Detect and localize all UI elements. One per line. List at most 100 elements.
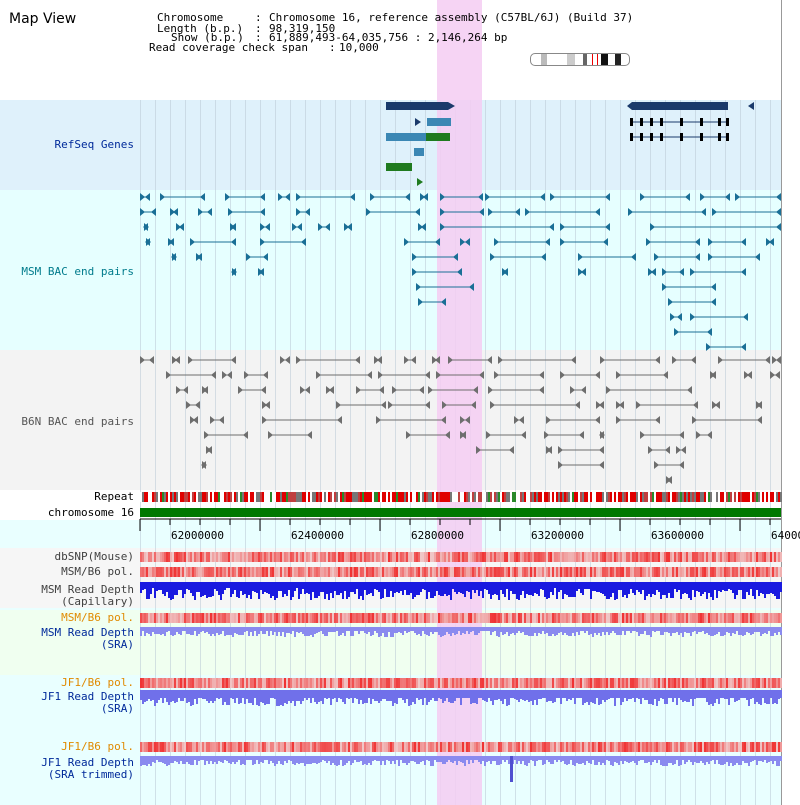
repeat-segment [720,492,722,502]
gene-model[interactable] [426,133,450,141]
repeat-segment [534,492,536,502]
read-depth-bar [672,627,674,633]
read-depth-bar [410,582,412,593]
gene-model[interactable] [632,102,728,110]
polymorphism-cell [522,742,524,752]
gene-model[interactable] [386,102,448,110]
polymorphism-cell [722,552,724,562]
read-depth-bar [244,582,246,594]
gene-model[interactable] [386,133,426,141]
polymorphism-cell [630,742,632,752]
polymorphism-cell [342,552,344,562]
track-label-refseq[interactable]: RefSeq Genes [54,138,134,151]
repeat-segment [264,492,266,502]
polymorphism-cell [278,742,280,752]
polymorphism-cell [332,613,334,623]
read-depth-bar [592,756,594,760]
polymorphism-cell [400,742,402,752]
read-depth-bar [186,690,188,703]
track-label-jf1-b6-pol-2[interactable]: JF1/B6 pol. [61,740,134,753]
read-depth-bar [434,756,436,760]
read-depth-bar [684,627,686,632]
polymorphism-cell [382,678,384,688]
repeat-segment [370,492,372,502]
read-depth-bar [150,627,152,636]
read-depth-bar [218,690,220,699]
chromosome-ideogram[interactable] [530,53,630,66]
read-depth-bar [414,690,416,704]
track-label-repeat[interactable]: Repeat [94,490,134,503]
polymorphism-cell [266,552,268,562]
read-depth-bar [464,756,466,766]
read-coverage-sep: : [329,41,336,54]
track-label-jf1-depth-sra[interactable]: JF1 Read Depth [41,690,134,703]
polymorphism-cell [324,613,326,623]
track-label-msm-b6-pol[interactable]: MSM/B6 pol. [61,565,134,578]
polymorphism-cell [162,613,164,623]
read-depth-bar [326,627,328,636]
repeat-segment [338,492,340,502]
polymorphism-cell [160,567,162,577]
repeat-segment [212,492,214,502]
read-depth-bar [516,756,518,764]
read-depth-bar [364,627,366,633]
polymorphism-cell [240,613,242,623]
gene-model[interactable] [386,163,412,171]
repeat-segment [726,492,728,502]
read-depth-bar [414,627,416,633]
read-depth-bar [600,690,602,704]
polymorphism-cell [156,552,158,562]
repeat-segment [176,492,178,502]
polymorphism-cell [344,552,346,562]
polymorphism-cell [378,678,380,688]
polymorphism-cell [750,742,752,752]
track-label-jf1-depth-trimmed[interactable]: JF1 Read Depth [41,756,134,769]
polymorphism-cell [142,742,144,752]
track-label-msm-b6-pol-2[interactable]: MSM/B6 pol. [61,611,134,624]
repeat-segment [732,492,734,502]
read-depth-bar [420,690,422,699]
polymorphism-cell [294,678,296,688]
read-depth-bar [316,690,318,704]
polymorphism-cell [236,742,238,752]
read-depth-bar [706,627,708,633]
read-depth-bar [348,627,350,631]
polymorphism-cell [484,678,486,688]
polymorphism-cell [434,678,436,688]
track-label-jf1-b6-pol[interactable]: JF1/B6 pol. [61,676,134,689]
polymorphism-cell [544,613,546,623]
bac-end-arrow [578,253,583,261]
gene-model[interactable] [427,118,451,126]
polymorphism-cell [320,678,322,688]
read-depth-bar [252,627,254,636]
track-label-msm-depth-sra[interactable]: MSM Read Depth [41,626,134,639]
read-depth-bar [208,756,210,764]
polymorphism-cell [666,678,668,688]
bac-end-arrow [581,386,586,394]
polymorphism-cell [660,678,662,688]
track-label-chromosome[interactable]: chromosome 16 [47,506,134,519]
polymorphism-cell [710,552,712,562]
read-depth-bar [668,756,670,763]
polymorphism-cell [750,613,752,623]
repeat-segment [604,492,606,502]
read-depth-bar [378,627,380,637]
read-depth-bar [474,627,476,635]
repeat-segment [272,492,274,502]
track-label-dbsnp[interactable]: dbSNP(Mouse) [54,550,134,563]
repeat-segment [402,492,404,502]
read-depth-bar [308,627,310,636]
polymorphism-cell [570,567,572,577]
track-label-msm-depth-capillary[interactable]: MSM Read Depth [41,583,134,596]
read-depth-bar [694,690,696,699]
track-label-msm-bac[interactable]: MSM BAC end pairs [21,265,134,278]
read-depth-bar [476,756,478,760]
polymorphism-cell [630,567,632,577]
polymorphism-cell [568,742,570,752]
polymorphism-cell [654,567,656,577]
polymorphism-cell [434,552,436,562]
read-depth-bar [334,582,336,591]
track-label-b6n-bac[interactable]: B6N BAC end pairs [21,415,134,428]
polymorphism-cell [344,742,346,752]
gene-model[interactable] [414,148,424,156]
